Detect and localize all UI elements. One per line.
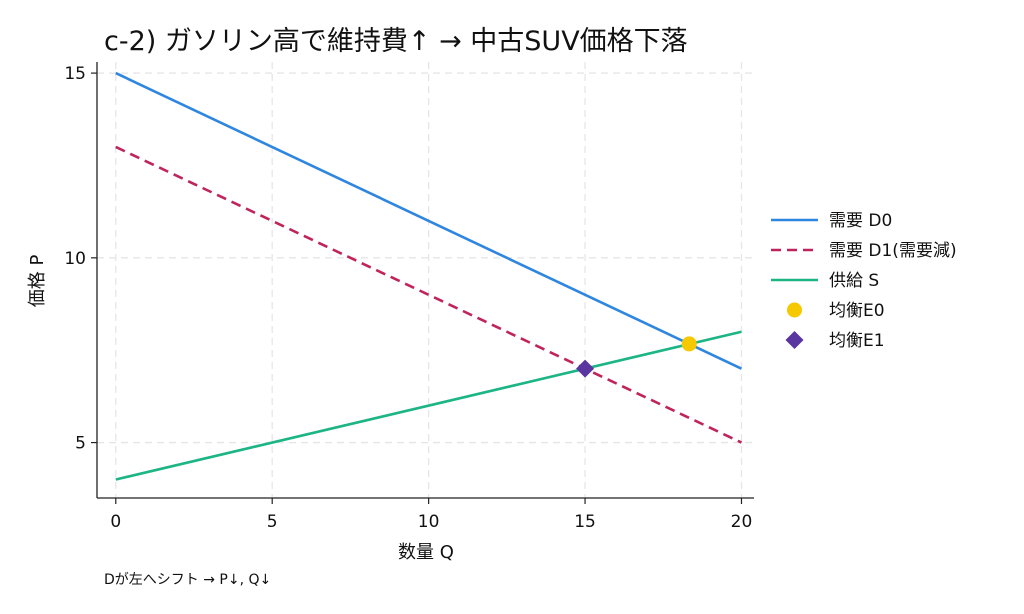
legend-label: 需要 D1(需要減) [829,241,957,261]
series-layer [115,71,743,481]
points-layer [576,336,697,378]
legend-marker [787,302,802,318]
y-tick-label: 10 [64,249,86,269]
x-tick-label: 10 [418,512,440,532]
legend-label: 需要 D0 [829,211,892,231]
legend-label: 均衡E0 [829,301,885,321]
legend: 需要 D0 需要 D1(需要減) 供給 S 均衡E0 均衡E1 [771,211,957,351]
x-tick-label: 15 [574,512,596,532]
x-tick-label: 20 [731,512,753,532]
annotation-note: Dが左へシフト → P↓, Q↓ [104,572,271,588]
series-line [115,145,743,444]
legend-label: 均衡E1 [829,331,885,351]
y-tick-label: 15 [64,64,86,84]
x-tick-label: 0 [110,512,121,532]
y-tick-label: 5 [75,434,86,454]
legend-label: 供給 S [829,271,879,291]
equilibrium-point [681,336,697,352]
x-axis-label: 数量 Q [398,542,454,563]
series-line [115,330,742,481]
grid [97,62,754,498]
axes: 0 5 10 15 20 5 10 15 [64,62,754,532]
equilibrium-point [576,359,595,378]
x-tick-label: 5 [267,512,278,532]
series-line [115,71,743,370]
legend-marker [785,331,804,349]
chart-title: c-2) ガソリン高で維持費↑ → 中古SUV価格下落 [104,26,688,57]
y-axis-label: 価格 P [27,255,48,308]
